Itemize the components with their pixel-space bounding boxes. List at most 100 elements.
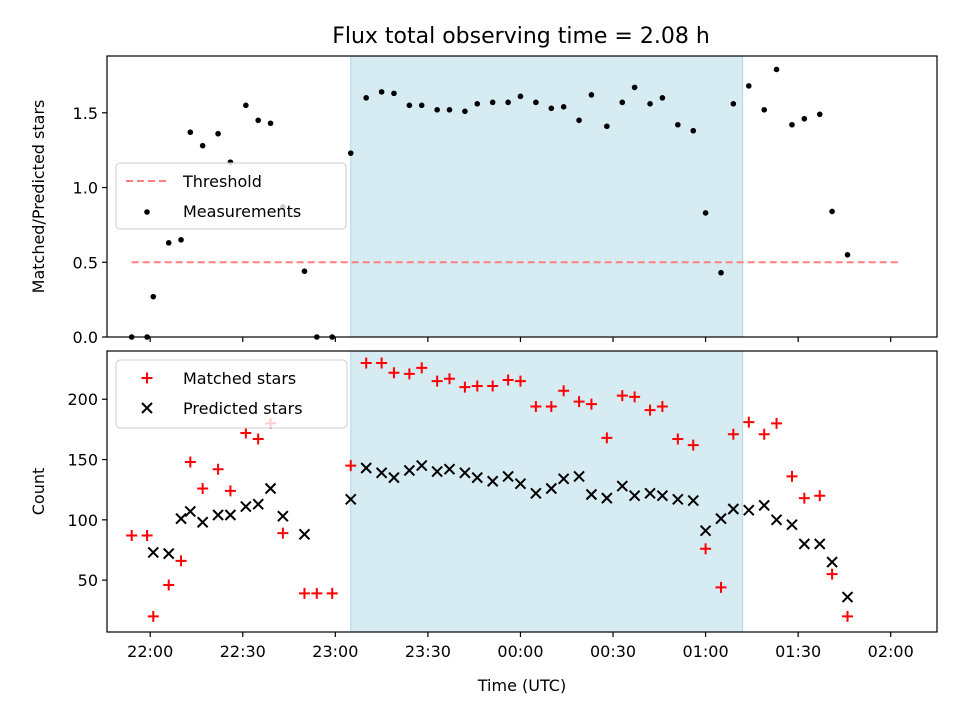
- x-tick-label: 00:00: [497, 642, 543, 661]
- data-point: [644, 487, 656, 500]
- data-point: [727, 503, 740, 515]
- data-point: [264, 482, 277, 495]
- data-point: [187, 129, 194, 136]
- data-point: [502, 374, 514, 386]
- data-point: [378, 89, 385, 95]
- data-point: [631, 84, 638, 91]
- data-point: [388, 367, 400, 379]
- data-point: [298, 587, 310, 599]
- axes-frame: [106, 55, 938, 338]
- legend-box: [115, 162, 347, 230]
- data-point: [416, 362, 428, 374]
- x-tick-label: 23:00: [312, 642, 358, 661]
- data-point: [675, 121, 681, 128]
- y-axis-label: Matched/Predicted stars: [29, 100, 48, 294]
- data-point: [773, 66, 780, 73]
- y-tick-label: 200: [67, 390, 98, 409]
- data-point: [560, 104, 567, 110]
- data-point: [604, 123, 610, 130]
- data-point: [771, 417, 783, 429]
- data-point: [459, 467, 471, 479]
- data-point: [267, 120, 274, 127]
- data-point: [702, 210, 709, 216]
- data-point: [277, 527, 289, 539]
- data-point: [434, 107, 440, 113]
- data-point: [363, 95, 369, 101]
- data-point: [786, 518, 798, 531]
- data-point: [347, 150, 354, 156]
- data-point: [196, 516, 209, 528]
- data-point: [743, 504, 755, 516]
- data-point: [376, 357, 388, 369]
- data-point: [758, 499, 770, 512]
- data-point: [212, 509, 224, 521]
- data-point: [240, 500, 252, 513]
- series-matched-stars: [126, 357, 854, 622]
- data-point: [659, 95, 666, 101]
- data-point: [252, 433, 264, 445]
- data-point: [573, 396, 585, 408]
- data-point: [672, 493, 684, 506]
- series-predicted-stars: [147, 459, 854, 603]
- data-point: [141, 530, 153, 542]
- data-point: [690, 127, 697, 134]
- data-point: [619, 99, 626, 106]
- data-point: [298, 528, 311, 541]
- legend-x-swatch: [141, 402, 153, 414]
- data-point: [446, 107, 453, 113]
- observing-span: [350, 55, 744, 338]
- x-tick-label: 00:30: [590, 642, 636, 661]
- data-point: [388, 471, 400, 484]
- data-point: [489, 99, 496, 106]
- data-point: [252, 498, 264, 510]
- data-point: [628, 490, 641, 502]
- x-tick-label: 22:30: [220, 642, 266, 661]
- data-point: [502, 470, 514, 483]
- data-point: [687, 494, 699, 507]
- data-point: [459, 381, 471, 393]
- data-point: [175, 555, 187, 567]
- data-point: [240, 427, 252, 439]
- data-point: [588, 92, 595, 98]
- legend-plus-swatch: [141, 372, 153, 384]
- data-point: [163, 547, 175, 560]
- legend-label: Threshold: [182, 172, 262, 191]
- data-point: [656, 490, 669, 502]
- data-point: [700, 543, 712, 555]
- data-point: [326, 587, 338, 599]
- data-point: [699, 524, 712, 537]
- data-point: [814, 538, 826, 550]
- data-point: [629, 391, 641, 403]
- data-point: [644, 404, 656, 416]
- y-axis-label: Count: [29, 468, 48, 516]
- data-point: [557, 473, 570, 485]
- data-point: [770, 514, 783, 526]
- data-point: [375, 467, 388, 479]
- data-point: [431, 465, 443, 478]
- data-point: [758, 428, 770, 440]
- y-tick-label: 0.5: [73, 253, 98, 272]
- data-point: [829, 208, 835, 215]
- data-point: [530, 400, 542, 412]
- data-point: [745, 83, 752, 89]
- axes-frame: [106, 350, 938, 633]
- data-point: [585, 398, 597, 410]
- legend: Threshold Measurements: [115, 162, 347, 230]
- data-point: [147, 610, 159, 622]
- chart-title: Flux total observing time = 2.08 h: [332, 24, 710, 49]
- data-point: [301, 268, 308, 275]
- y-tick-label: 50: [78, 571, 98, 590]
- data-point: [798, 538, 811, 550]
- data-point: [533, 99, 539, 106]
- data-point: [687, 439, 699, 451]
- x-tick-label: 23:30: [405, 642, 451, 661]
- data-point: [789, 121, 795, 128]
- x-tick-label: 02:00: [868, 642, 914, 661]
- data-point: [545, 400, 557, 412]
- data-point: [243, 102, 249, 109]
- data-point: [199, 142, 206, 149]
- data-point: [558, 385, 570, 397]
- data-point: [403, 464, 416, 477]
- data-point: [462, 108, 468, 115]
- data-point: [474, 101, 481, 107]
